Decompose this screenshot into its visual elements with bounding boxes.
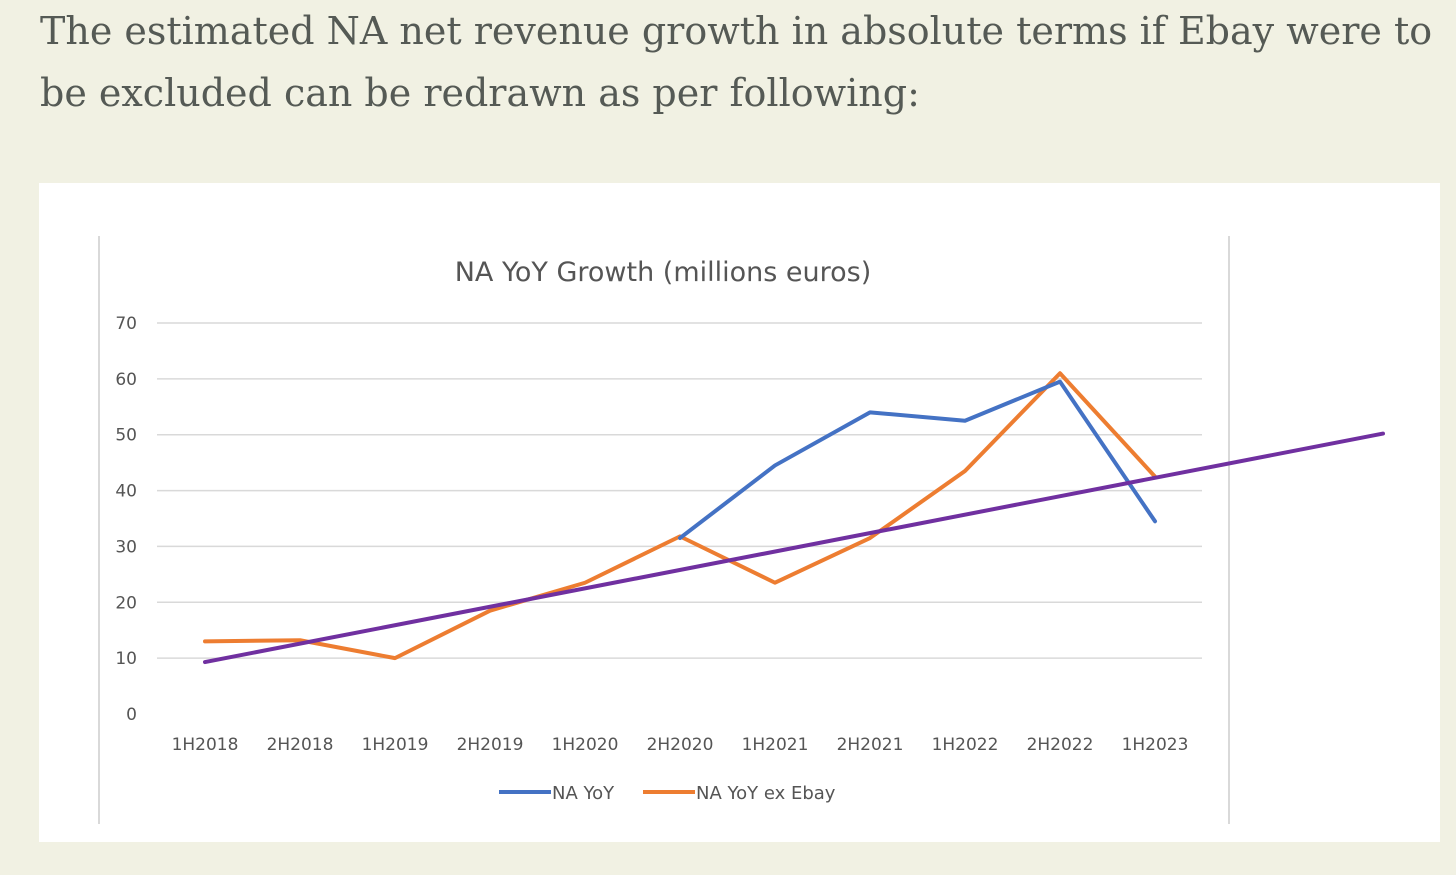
y-axis-tick-labels: 0 10 20 30 40 50 60 70 [115, 314, 137, 725]
y-tick-label: 10 [115, 649, 137, 669]
series-lines [203, 371, 1157, 661]
x-tick-label: 2H2022 [1027, 735, 1094, 755]
x-tick-label: 1H2023 [1122, 735, 1189, 755]
x-tick-label: 2H2018 [267, 735, 334, 755]
x-tick-label: 1H2021 [742, 735, 809, 755]
line-chart: 0 10 20 30 40 50 60 70 1H2018 2H2018 1H2019 2H2019… [98, 236, 1385, 824]
legend-label-0: NA YoY [552, 783, 615, 804]
series-line-0 [678, 379, 1157, 541]
x-axis-tick-labels: 1H2018 2H2018 1H2019 2H2019 1H2020 2H2020 1H20… [172, 735, 1189, 755]
y-tick-label: 20 [115, 593, 137, 613]
x-tick-label: 1H2020 [552, 735, 619, 755]
y-tick-label: 40 [115, 482, 137, 502]
y-tick-label: 30 [115, 537, 137, 557]
y-tick-label: 60 [115, 370, 137, 390]
x-tick-label: 2H2021 [837, 735, 904, 755]
y-tick-label: 50 [115, 426, 137, 446]
x-tick-label: 2H2020 [647, 735, 714, 755]
legend-label-1: NA YoY ex Ebay [696, 783, 836, 804]
intro-paragraph: The estimated NA net revenue growth in a… [40, 9, 1433, 115]
x-tick-label: 1H2019 [362, 735, 429, 755]
gridlines [157, 322, 1202, 659]
chart-card: 0 10 20 30 40 50 60 70 1H2018 2H2018 1H2019 2H2019… [39, 183, 1440, 842]
x-tick-label: 1H2022 [932, 735, 999, 755]
y-tick-label: 70 [115, 314, 137, 334]
y-tick-label: 0 [126, 705, 137, 725]
legend: NA YoY NA YoY ex Ebay [499, 783, 836, 804]
x-tick-label: 1H2018 [172, 735, 239, 755]
series-line-1 [203, 371, 1157, 661]
trendline-group [203, 431, 1385, 665]
x-tick-label: 2H2019 [457, 735, 524, 755]
chart-title: NA YoY Growth (millions euros) [455, 257, 872, 288]
trendline [203, 431, 1385, 665]
